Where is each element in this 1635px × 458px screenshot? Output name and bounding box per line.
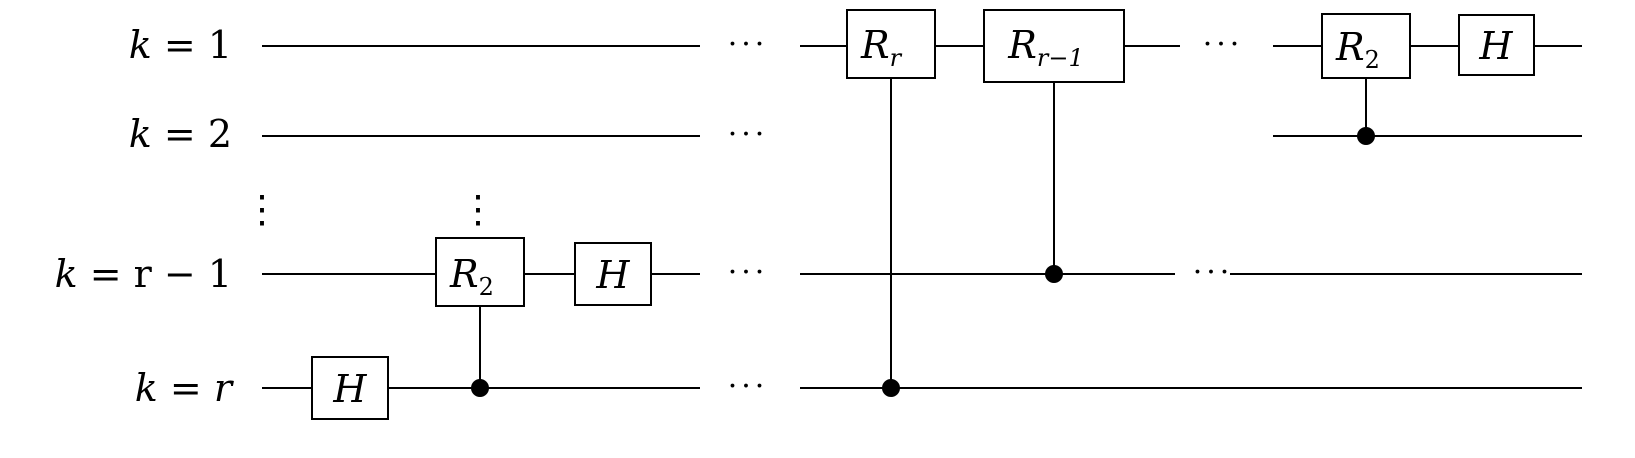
ellipsis-k1-b: ···	[1203, 27, 1244, 62]
gate-r2-kr1: R2	[435, 237, 525, 307]
qubit-label-k-eq-1: k = 1	[129, 23, 232, 67]
qubit-label-k-eq-r-minus-1: k = r − 1	[55, 252, 232, 296]
control-dot-rr	[882, 379, 900, 397]
gate-h-k1-label: H	[1478, 24, 1513, 68]
gate-rr1-k1: Rr−1	[983, 9, 1125, 83]
gate-h-kr1-label: H	[595, 253, 630, 297]
control-dot-rr1	[1045, 265, 1063, 283]
gate-r2-kr1-label: R	[449, 252, 479, 296]
gate-h-kr1: H	[574, 242, 652, 306]
gate-r2-k1-label: R	[1335, 25, 1365, 69]
svg-text:Rr: Rr	[860, 23, 903, 72]
control-dot-r2-first	[471, 379, 489, 397]
ellipsis-kr1-a: ···	[728, 255, 769, 290]
qubit-label-k-eq-2: k = 2	[129, 112, 232, 156]
ellipsis-kr1-b: ···	[1193, 255, 1234, 290]
vdots-middle: ⋮	[459, 187, 497, 231]
gate-rr1-k1-label: R	[1007, 23, 1037, 67]
gate-rr-k1-label: R	[860, 23, 890, 67]
vdots-left: ⋮	[243, 187, 281, 231]
gate-h-kr: H	[311, 356, 389, 420]
gate-h-k1: H	[1458, 14, 1535, 76]
gate-r2-k1: R2	[1321, 13, 1411, 79]
gate-h-kr-label: H	[332, 367, 367, 411]
qubit-label-k-eq-r: k = r	[135, 366, 235, 410]
control-dot-r2-last	[1357, 127, 1375, 145]
ellipsis-k2: ···	[728, 117, 769, 152]
ellipsis-kr: ···	[728, 369, 769, 404]
svg-text:Rr−1: Rr−1	[1007, 23, 1083, 72]
svg-text:R2: R2	[1335, 25, 1380, 74]
gate-rr-k1: Rr	[846, 9, 936, 79]
svg-text:R2: R2	[449, 252, 494, 301]
ellipsis-k1-a: ···	[728, 27, 769, 62]
